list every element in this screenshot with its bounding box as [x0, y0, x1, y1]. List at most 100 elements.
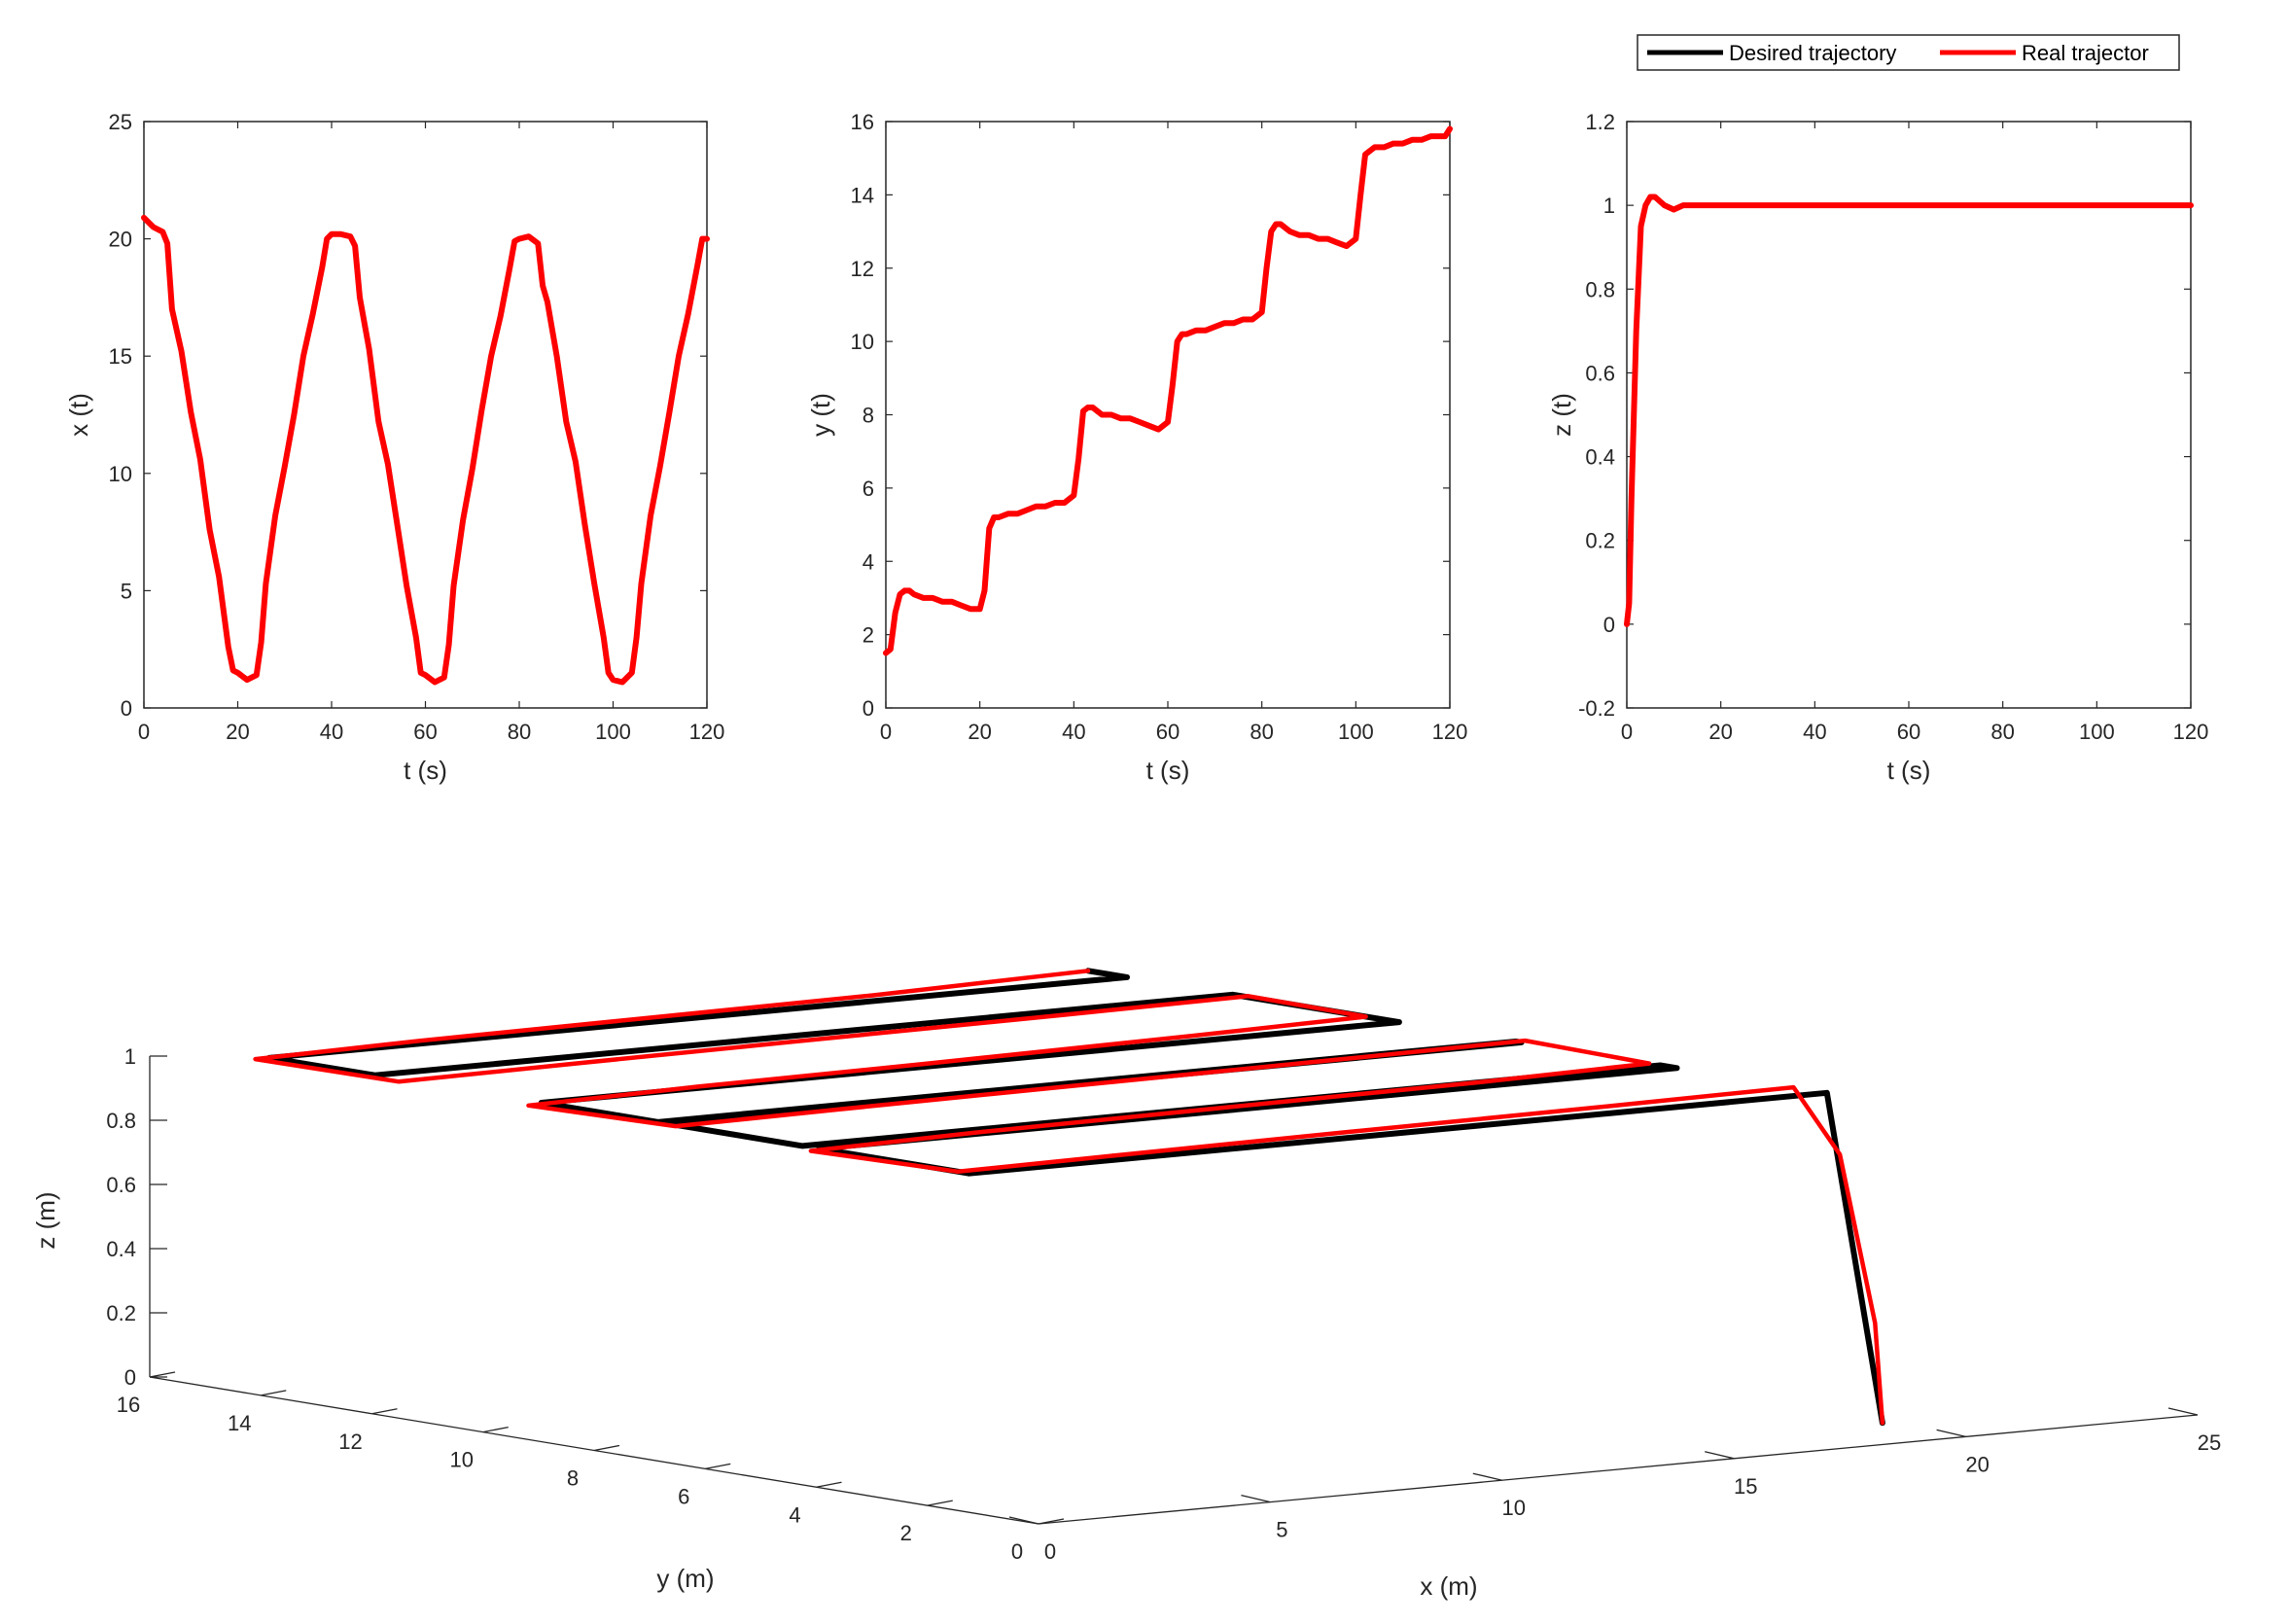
- x-tick-label: 80: [1990, 720, 2014, 744]
- y-axis-label: y (m): [656, 1564, 714, 1593]
- x-tick-label: 20: [226, 720, 249, 744]
- series-line: [141, 214, 710, 686]
- trajectory-3d-plot: 0 5 10 15 20 25 0 2 4 6 8 10 12 14 16 0 0.2 0.4 0.6 0.8 1 x (…: [31, 968, 2221, 1601]
- y-axis-label: z (t): [1547, 393, 1576, 437]
- x-tick-label: 60: [1156, 720, 1180, 744]
- y-tick-label: -0.2: [1578, 696, 1615, 721]
- x-tick-label: 40: [320, 720, 343, 744]
- x-tick-mark: [1472, 1472, 1502, 1481]
- y-tick-label: 25: [109, 110, 132, 134]
- x-tick-mark: [1936, 1429, 1966, 1438]
- x-tick-label: 0: [1621, 720, 1633, 744]
- y-vs-time-plot: 0 20 40 60 80 100 120 0 2 4 6 8 10 12 14 16 t (s) y (t): [806, 110, 1467, 785]
- y-tick-label: 2: [900, 1521, 912, 1545]
- x-tick-label: 120: [1432, 720, 1468, 744]
- axes-box: [1626, 121, 2192, 709]
- y-tick-mark: [705, 1463, 731, 1470]
- x-tick-label: 10: [1502, 1496, 1526, 1520]
- y-tick-label: 20: [109, 228, 132, 252]
- y-tick-label: 14: [228, 1411, 251, 1435]
- y-tick-label: 0: [863, 696, 874, 721]
- legend-box: [1637, 34, 2180, 71]
- y-tick-mark: [371, 1408, 398, 1415]
- y-tick-mark: [593, 1444, 620, 1452]
- legend-label-desired: Desired trajectory: [1729, 41, 1896, 65]
- y-tick-label: 6: [678, 1484, 689, 1508]
- x-axis-label: x (m): [1420, 1571, 1477, 1601]
- y-tick-label: 0: [1603, 613, 1615, 637]
- y-tick-label: 10: [450, 1448, 474, 1472]
- x-tick-label: 40: [1062, 720, 1085, 744]
- y-tick-label: 0: [121, 696, 132, 721]
- y-tick-mark: [927, 1500, 953, 1506]
- y-tick-label: 16: [851, 110, 874, 134]
- x-tick-label: 20: [1965, 1452, 1989, 1476]
- x-tick-mark: [2167, 1407, 2199, 1416]
- z-vs-time-plot: 0 20 40 60 80 100 120-0.200.20.40.60.811.2t (s…: [1547, 110, 2208, 785]
- series-line: [1624, 194, 2194, 627]
- trajectory-line-desired: [265, 968, 1885, 1427]
- x-axis-line: [1038, 1414, 2199, 1525]
- y-tick-mark: [482, 1426, 509, 1433]
- x-tick-label: 100: [1338, 720, 1374, 744]
- z-tick-label: 0.2: [106, 1301, 136, 1325]
- y-tick-label: 15: [109, 344, 132, 369]
- z-tick-label: 0.6: [106, 1173, 136, 1197]
- y-tick-label: 1.2: [1585, 110, 1615, 134]
- x-tick-label: 0: [1044, 1539, 1056, 1564]
- x-tick-mark: [1241, 1494, 1271, 1503]
- x-tick-label: 80: [508, 720, 531, 744]
- z-tick-label: 1: [124, 1044, 136, 1069]
- y-tick-label: 14: [851, 183, 874, 207]
- y-tick-label: 2: [863, 623, 874, 648]
- x-tick-label: 0: [138, 720, 150, 744]
- y-tick-mark: [816, 1481, 842, 1488]
- z-tick-label: 0: [124, 1365, 136, 1390]
- y-tick-label: 4: [789, 1502, 800, 1527]
- x-tick-label: 5: [1276, 1518, 1287, 1542]
- series-line: [883, 125, 1453, 656]
- y-tick-label: 10: [851, 330, 874, 354]
- x-tick-label: 0: [880, 720, 892, 744]
- y-tick-label: 0.8: [1585, 277, 1615, 301]
- y-tick-label: 12: [851, 257, 874, 281]
- y-tick-mark: [261, 1390, 287, 1396]
- axes-box: [143, 121, 708, 709]
- x-axis-label: t (s): [404, 756, 447, 785]
- y-tick-label: 0.2: [1585, 529, 1615, 553]
- x-tick-label: 15: [1734, 1474, 1757, 1499]
- y-tick-label: 6: [863, 477, 874, 501]
- x-tick-label: 40: [1803, 720, 1826, 744]
- legend-label-real: Real trajector: [2022, 41, 2149, 65]
- y-tick-label: 10: [109, 462, 132, 486]
- x-tick-label: 25: [2198, 1430, 2221, 1455]
- y-axis-label: y (t): [806, 393, 835, 437]
- y-tick-label: 0: [1011, 1539, 1023, 1564]
- y-axis-label: x (t): [64, 393, 93, 437]
- y-tick-mark: [149, 1371, 176, 1378]
- x-tick-label: 120: [2173, 720, 2209, 744]
- y-tick-label: 8: [567, 1466, 579, 1491]
- x-tick-label: 20: [968, 720, 991, 744]
- x-tick-label: 120: [689, 720, 725, 744]
- x-tick-label: 100: [595, 720, 631, 744]
- x-axis-label: t (s): [1146, 756, 1190, 785]
- z-tick-label: 0.4: [106, 1237, 136, 1261]
- x-tick-mark: [1705, 1451, 1735, 1460]
- z-tick-label: 0.8: [106, 1109, 136, 1133]
- x-tick-label: 60: [413, 720, 437, 744]
- y-tick-label: 12: [338, 1430, 362, 1454]
- x-vs-time-plot: 0 20 40 60 80 100 120 0 5 10 15 20 25 t (s) x (t): [64, 110, 724, 785]
- y-tick-label: 0.6: [1585, 361, 1615, 385]
- x-tick-label: 60: [1897, 720, 1920, 744]
- y-tick-mark: [1038, 1518, 1065, 1525]
- trajectory-line-real: [253, 969, 1885, 1426]
- x-tick-mark: [1008, 1516, 1039, 1525]
- x-axis-label: t (s): [1887, 756, 1931, 785]
- y-tick-label: 0.4: [1585, 445, 1615, 470]
- z-axis-label: z (m): [31, 1191, 60, 1249]
- x-tick-label: 100: [2079, 720, 2115, 744]
- y-tick-label: 1: [1603, 194, 1615, 218]
- y-tick-label: 5: [121, 579, 132, 603]
